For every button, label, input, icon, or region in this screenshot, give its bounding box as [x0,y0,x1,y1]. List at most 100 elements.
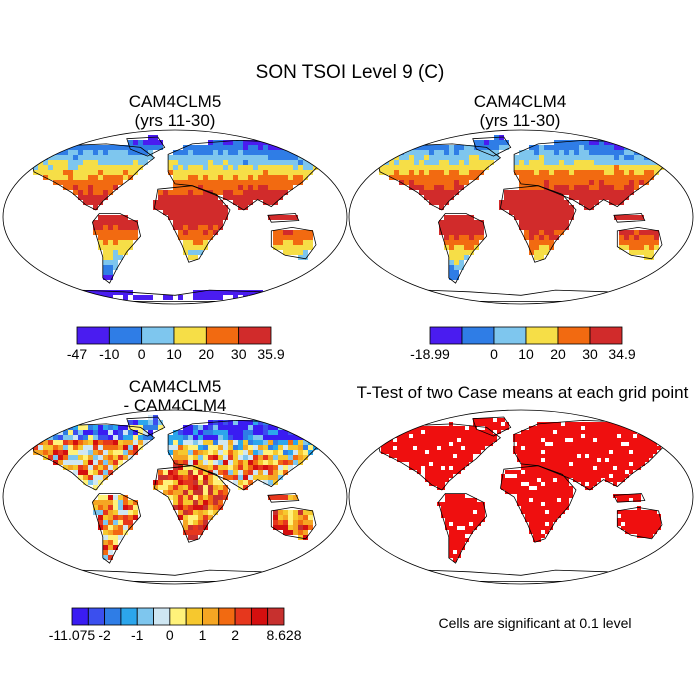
panel-4-title-line-1: T-Test of two Case means at each grid po… [356,383,689,402]
colorbar-swatch [169,607,187,626]
map-border [2,129,348,305]
colorbar-swatch [250,607,269,626]
colorbar-swatch [461,326,495,345]
panel-3-title-line-2: - CAM4CLM4 [123,396,227,415]
colorbar-swatch [557,326,591,345]
colorbar-1: -47 -10 0 10 20 30 35.9 [67,326,285,362]
coastline-greenland [472,416,512,437]
colorbar-tick-label: 10 [518,346,534,362]
coastline-southamerica [91,213,142,284]
colorbar-tick-label: 20 [550,346,566,362]
colorbar-tick-label: 34.9 [608,346,635,362]
coastline-northamerica [30,423,156,491]
map-panel-1 [2,129,348,305]
coastline-greenland [126,416,166,437]
map-panel-2 [348,129,694,305]
colorbar-tick-label: -47 [67,346,87,362]
colorbar-tick-label: 10 [166,346,182,362]
panel-1-title: CAM4CLM5 (yrs 11-30) [75,92,275,130]
coastline-africa [153,465,231,543]
coastline-southamerica [437,493,488,564]
colorbar-tick-label: -10 [99,346,119,362]
colorbar-2: -18.99 0 10 20 30 34.9 [410,326,636,362]
colorbar-swatch [136,607,154,626]
coastline-antarctica [409,289,639,302]
colorbar-swatch [153,607,171,626]
coastline-indonesia [613,493,646,503]
coastline-australia [616,506,663,540]
coastline-africa [153,185,231,263]
panel-2-title-line-2: (yrs 11-30) [479,111,561,130]
panel-2-title-line-1: CAM4CLM4 [473,92,567,111]
coastline-australia [270,506,317,540]
colorbar-swatch [493,326,527,345]
map-border [348,409,694,585]
coastline-antarctica [409,569,639,582]
colorbar-tick-label: -1 [131,627,144,643]
colorbar-tick-label: -2 [98,627,111,643]
coastline-indonesia [267,493,300,503]
panel-2-title: CAM4CLM4 (yrs 11-30) [420,92,620,130]
map-panel-3 [2,409,348,585]
coastline-africa [499,185,577,263]
coastline-northamerica [30,143,156,211]
map-grid-cells [33,415,328,560]
coastlines [30,416,331,582]
colorbar-tick-label: -18.99 [410,346,450,362]
coastline-antarctica [63,569,293,582]
colorbar-swatch [234,607,252,626]
colorbar-tick-label: 8.628 [266,627,301,643]
colorbar-swatch [202,607,220,626]
colorbar-swatch [120,607,138,626]
colorbar-3: -11.075 -2 -1 0 1 2 8.628 [49,607,302,643]
colorbar-swatch [141,326,175,345]
coastline-indonesia [267,213,300,223]
map-grid-cells [377,418,673,562]
map-border [2,409,348,585]
panel-1-title-line-1: CAM4CLM5 [128,92,222,111]
colorbar-tick-label: 0 [490,346,498,362]
colorbar-swatch [525,326,559,345]
colorbar-tick-label: 30 [582,346,598,362]
colorbar-tick-label: -11.075 [49,627,96,643]
colorbar-tick-label: 35.9 [257,346,284,362]
colorbar-tick-label: 30 [231,346,247,362]
colorbar-tick-label: 2 [231,627,239,643]
map-grid-cells [379,135,674,280]
colorbar-swatch [429,326,463,345]
significance-note: Cells are significant at 0.1 level [438,615,632,631]
colorbar-swatch [76,326,110,345]
colorbar-swatch [238,326,272,345]
colorbar-swatch [185,607,203,626]
coastline-southamerica [437,213,488,284]
coastlines [376,416,677,582]
coastline-antarctica [63,289,293,302]
coastline-greenland [126,136,166,157]
colorbar-tick-label: 0 [138,346,146,362]
colorbar-swatch [173,326,207,345]
colorbar-tick-label: 20 [199,346,215,362]
coastline-africa [499,465,577,543]
colorbar-swatch [589,326,623,345]
panel-3-title: CAM4CLM5 - CAM4CLM4 [75,377,275,415]
colorbar-tick-label: 1 [199,627,207,643]
coastline-australia [616,226,663,260]
colorbar-swatch [104,607,122,626]
panel-4-title: T-Test of two Case means at each grid po… [345,383,700,402]
map-border [348,129,694,305]
colorbar-swatch [267,607,285,626]
colorbar-swatch [71,607,89,626]
colorbar-tick-label: 0 [166,627,174,643]
coastline-indonesia [613,213,646,223]
coastline-australia [270,226,317,260]
colorbar-swatch [108,326,143,345]
coastline-southamerica [91,493,142,564]
colorbar-swatch [87,607,106,626]
colorbar-swatch [218,607,236,626]
colorbar-swatch [205,326,240,345]
coastline-greenland [472,136,512,157]
map-panel-4 [348,409,694,585]
panel-1-title-line-2: (yrs 11-30) [134,111,216,130]
coastline-northamerica [376,143,502,211]
